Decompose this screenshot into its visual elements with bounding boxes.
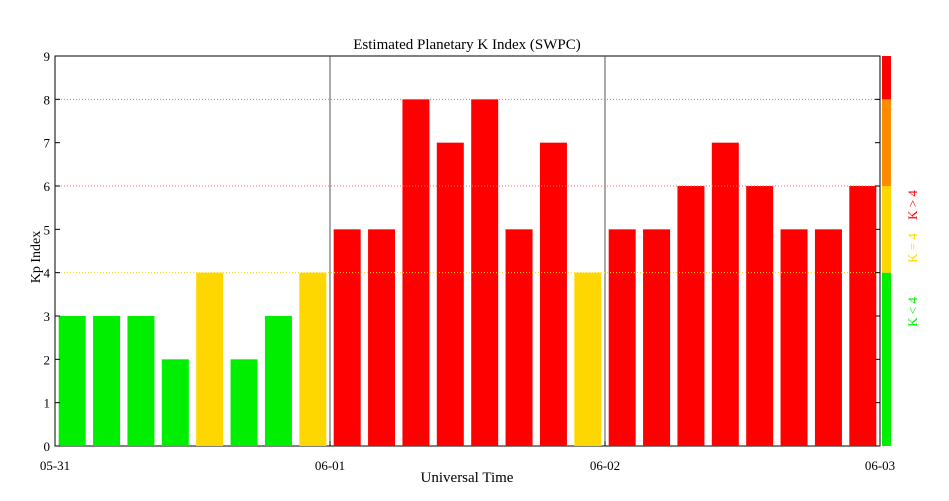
y-tick-label: 6 [44, 179, 51, 194]
kp-bar [58, 316, 86, 446]
kp-bar [161, 359, 189, 446]
kp-bar [677, 186, 705, 446]
kp-bar [643, 229, 671, 446]
scale-segment [882, 56, 891, 100]
y-tick-label: 8 [44, 92, 51, 107]
legend-label: K < 4 [905, 297, 920, 327]
kp-bar [814, 229, 842, 446]
kp-bar [299, 272, 327, 446]
kp-bar [368, 229, 396, 446]
chart-title: Estimated Planetary K Index (SWPC) [353, 37, 580, 53]
kp-bar [711, 142, 739, 446]
kp-bar [230, 359, 258, 446]
y-axis-label: Kp Index [29, 231, 44, 284]
kp-bar [539, 142, 567, 446]
y-tick-label: 4 [44, 266, 51, 281]
legend-label: K = 4 [905, 233, 920, 263]
kp-bar [93, 316, 121, 446]
x-axis-label: Universal Time [421, 470, 514, 486]
y-tick-label: 5 [44, 222, 51, 237]
kp-bar [436, 142, 464, 446]
kp-bar [608, 229, 636, 446]
y-tick-label: 7 [44, 136, 51, 151]
scale-segment [882, 99, 891, 186]
kp-bar [574, 272, 602, 446]
x-tick-label: 05-31 [40, 458, 70, 473]
kp-bar [849, 186, 877, 446]
x-tick-label: 06-03 [865, 458, 895, 473]
x-tick-label: 06-02 [590, 458, 620, 473]
y-tick-label: 1 [44, 396, 51, 411]
kp-bar [127, 316, 155, 446]
y-tick-label: 2 [44, 352, 51, 367]
legend-label: K > 4 [905, 190, 920, 220]
y-tick-label: 0 [44, 439, 51, 454]
y-tick-label: 3 [44, 309, 51, 324]
x-tick-label: 06-01 [315, 458, 345, 473]
kp-bar [780, 229, 808, 446]
kp-bar [196, 272, 224, 446]
scale-segment [882, 186, 891, 273]
kp-bar [746, 186, 774, 446]
scale-segment [882, 272, 891, 446]
y-tick-label: 9 [44, 49, 51, 64]
kp-bar [333, 229, 361, 446]
kp-bar [264, 316, 292, 446]
kp-bar [505, 229, 533, 446]
plot-frame [54, 55, 881, 447]
